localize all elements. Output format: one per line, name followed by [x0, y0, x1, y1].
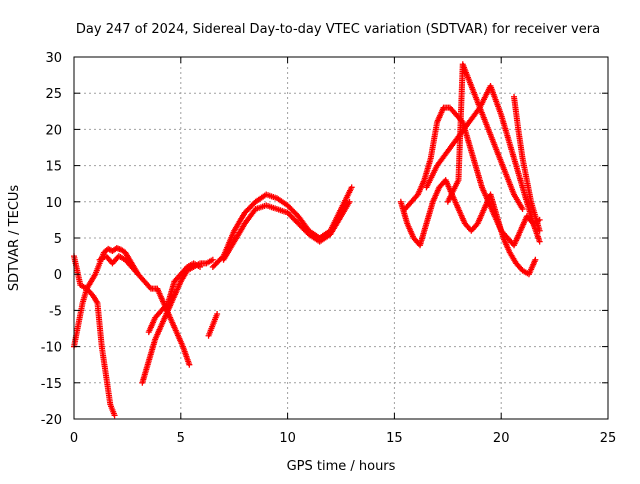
x-tick-label: 25 — [600, 431, 617, 446]
data-point — [346, 198, 353, 205]
y-axis-label: SDTVAR / TECUs — [7, 185, 22, 292]
data-point — [186, 361, 193, 368]
y-tick-label: -20 — [41, 413, 62, 428]
data-point — [209, 256, 216, 263]
chart-title: Day 247 of 2024, Sidereal Day-to-day VTE… — [76, 22, 600, 37]
series-track-k — [423, 82, 543, 245]
series-track-e — [145, 260, 204, 336]
y-tick-label: -10 — [41, 341, 62, 356]
data-point — [111, 412, 118, 419]
series-track-h — [220, 198, 353, 263]
data-point — [214, 311, 221, 318]
series-track-f — [205, 311, 221, 339]
data-point — [536, 227, 543, 234]
y-tick-label: 5 — [54, 232, 62, 247]
series-track-c — [96, 253, 193, 368]
y-tick-label: -5 — [49, 304, 62, 319]
data-point — [197, 263, 204, 270]
y-tick-label: 10 — [45, 196, 62, 211]
data-point — [532, 256, 539, 263]
y-tick-label: 25 — [45, 87, 62, 102]
x-axis-label: GPS time / hours — [287, 459, 396, 474]
series-track-g — [209, 184, 355, 270]
y-tick-label: -15 — [41, 377, 62, 392]
x-tick-label: 0 — [70, 431, 78, 446]
x-tick-label: 20 — [493, 431, 510, 446]
series-track-l — [444, 61, 526, 213]
y-tick-label: 15 — [45, 160, 62, 175]
x-tick-label: 5 — [177, 431, 185, 446]
x-tick-label: 15 — [386, 431, 403, 446]
series-track-d — [139, 256, 216, 386]
data-point — [348, 184, 355, 191]
y-tick-label: 20 — [45, 123, 62, 138]
grid-lines — [74, 57, 608, 419]
data-marks — [71, 61, 543, 419]
data-point — [519, 206, 526, 213]
series-track-a — [71, 245, 142, 350]
series-track-b — [71, 253, 118, 419]
series-track-m — [511, 93, 543, 234]
x-tick-label: 10 — [279, 431, 296, 446]
y-tick-label: 0 — [54, 268, 62, 283]
data-point — [536, 238, 543, 245]
axis-ticks: 0 5 10 15 20 25 -20 -15 -10 -5 0 5 10 15 20 25 30 — [41, 51, 617, 446]
y-tick-label: 30 — [45, 51, 62, 66]
